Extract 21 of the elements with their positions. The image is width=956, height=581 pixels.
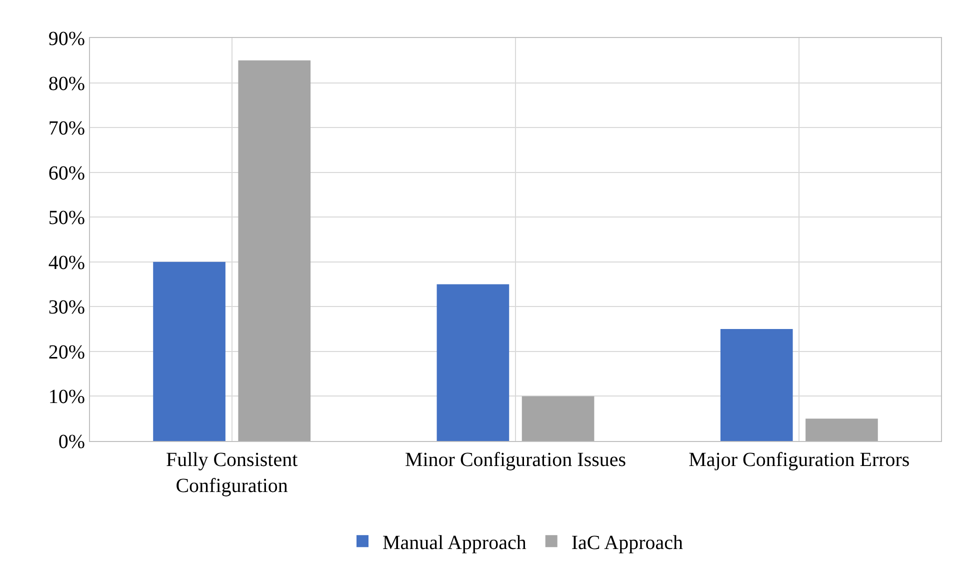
bar — [522, 396, 594, 441]
y-tick-label: 40% — [48, 252, 85, 274]
y-tick-label: 0% — [58, 431, 85, 453]
bar — [806, 418, 878, 441]
y-tick-label: 50% — [48, 207, 85, 230]
y-tick-label: 80% — [48, 72, 85, 95]
x-tick-label: Minor Configuration Issues — [404, 449, 626, 471]
bar — [153, 262, 226, 441]
bar — [720, 329, 793, 441]
legend-label: IaC Approach — [571, 532, 683, 554]
y-tick-label: 90% — [48, 28, 85, 50]
y-tick-label: 20% — [48, 341, 85, 364]
y-tick-label: 10% — [48, 386, 85, 408]
bar — [238, 60, 311, 441]
bar — [436, 284, 510, 441]
y-tick-label: 60% — [48, 162, 85, 184]
y-tick-label: 70% — [48, 118, 85, 140]
y-tick-label: 30% — [48, 296, 85, 319]
x-tick-label: Fully Consistent Configuration — [166, 449, 298, 497]
x-tick-label: Major Configuration Errors — [688, 449, 910, 471]
legend-label: Manual Approach — [382, 532, 526, 554]
